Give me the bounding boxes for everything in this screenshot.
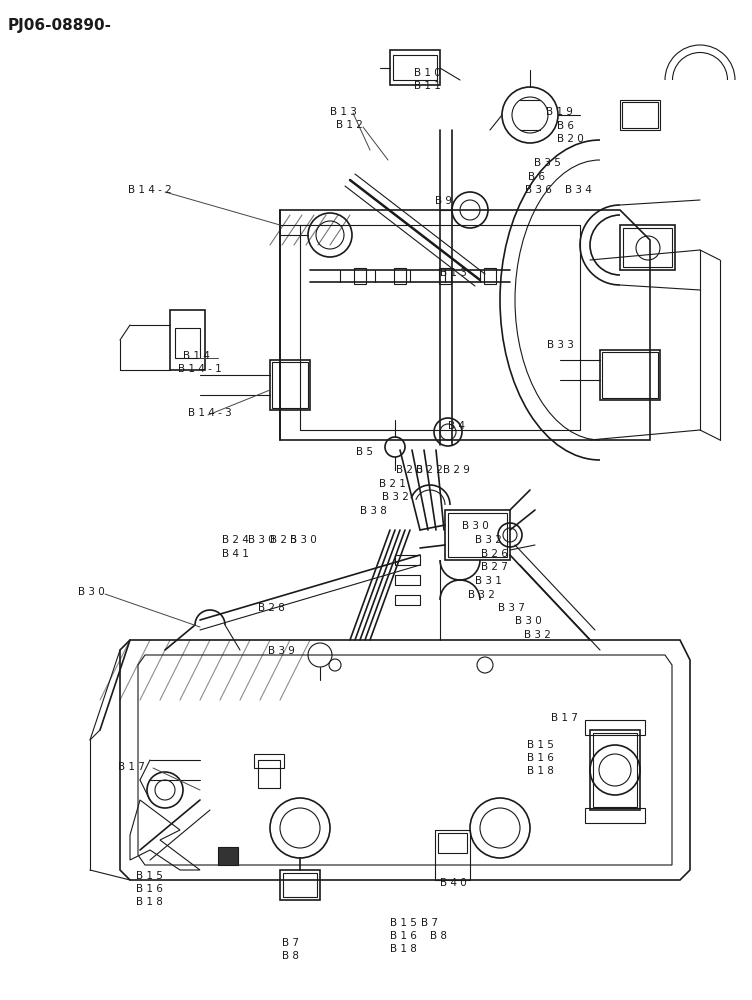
Text: B 3 2: B 3 2 [382, 492, 409, 502]
Bar [393, 55, 437, 80]
Bar [602, 352, 658, 398]
Bar [170, 310, 205, 370]
Bar [395, 575, 420, 585]
Bar [395, 555, 420, 565]
Text: B 9: B 9 [435, 196, 452, 206]
Text: B 3 4: B 3 4 [565, 185, 592, 195]
Bar [585, 720, 645, 735]
Text: B 1 1: B 1 1 [414, 81, 441, 91]
Text: B 3 3: B 3 3 [547, 340, 574, 350]
Text: B 3 0: B 3 0 [248, 535, 274, 545]
Bar [445, 510, 510, 560]
Text: B 2 9: B 2 9 [443, 465, 470, 475]
Text: B 6: B 6 [557, 121, 574, 131]
Bar [395, 595, 420, 605]
Bar [354, 268, 366, 284]
Bar [175, 328, 200, 358]
Bar [435, 830, 470, 880]
Text: B 2 4: B 2 4 [222, 535, 249, 545]
Bar [600, 350, 660, 400]
Text: B 2 6: B 2 6 [481, 549, 508, 559]
Bar [438, 833, 467, 853]
Text: B 4 0: B 4 0 [440, 878, 467, 888]
Text: B 1 8: B 1 8 [390, 944, 417, 954]
Bar [585, 808, 645, 823]
Text: B 2 8: B 2 8 [258, 603, 285, 613]
Text: B 1 8: B 1 8 [527, 766, 554, 776]
Text: PJ06-08890-: PJ06-08890- [8, 18, 112, 33]
Text: B 2 7: B 2 7 [481, 562, 508, 572]
Bar [484, 268, 496, 284]
Bar [622, 102, 658, 128]
Text: B 3 0: B 3 0 [462, 521, 489, 531]
Text: B 4 1: B 4 1 [222, 549, 249, 559]
Bar [590, 730, 640, 810]
Text: B 1 8: B 1 8 [136, 897, 163, 907]
Text: B 3 2: B 3 2 [468, 590, 495, 600]
Text: B 3 5: B 3 5 [534, 158, 561, 168]
Text: B 1 0: B 1 0 [414, 68, 441, 78]
Text: B 1 9: B 1 9 [546, 107, 573, 117]
Bar [620, 225, 675, 270]
Bar [390, 50, 440, 85]
Text: B 3 0: B 3 0 [515, 616, 541, 626]
Bar [394, 268, 406, 284]
Text: B 4: B 4 [448, 421, 465, 431]
Text: B 1 7: B 1 7 [551, 713, 578, 723]
Text: B 6: B 6 [528, 172, 545, 182]
Text: B 1 6: B 1 6 [136, 884, 163, 894]
Text: B 3 9: B 3 9 [268, 646, 295, 656]
Text: B 2 2: B 2 2 [416, 465, 443, 475]
Text: B 2 1: B 2 1 [379, 479, 406, 489]
Text: B 1 4 - 2: B 1 4 - 2 [128, 185, 171, 195]
Text: B 1 6: B 1 6 [527, 753, 554, 763]
Text: B 3 0: B 3 0 [78, 587, 105, 597]
Text: B 3 1: B 3 1 [475, 576, 502, 586]
Bar [270, 360, 310, 410]
Bar [258, 760, 280, 788]
Text: B 3 2: B 3 2 [475, 535, 502, 545]
Text: B 3 8: B 3 8 [360, 506, 387, 516]
Text: B 1 4 - 1: B 1 4 - 1 [178, 364, 222, 374]
Bar [254, 754, 284, 768]
Text: B 3 0: B 3 0 [290, 535, 317, 545]
Text: B 7: B 7 [282, 938, 299, 948]
Text: B 1 2: B 1 2 [336, 120, 363, 130]
Text: B 1 5: B 1 5 [136, 871, 163, 881]
Text: B 1 3: B 1 3 [330, 107, 357, 117]
Text: B 3 2: B 3 2 [524, 630, 551, 640]
Text: B 2 5: B 2 5 [270, 535, 297, 545]
Text: B 1 4: B 1 4 [183, 351, 210, 361]
Text: B 1 3: B 1 3 [440, 268, 467, 278]
Text: B 7: B 7 [421, 918, 438, 928]
Bar [620, 100, 660, 130]
Text: B 1 5: B 1 5 [527, 740, 554, 750]
Text: B 2 0: B 2 0 [557, 134, 584, 144]
Bar [218, 847, 238, 865]
Bar [623, 228, 672, 267]
Text: B 8: B 8 [282, 951, 299, 961]
Text: B 1 7: B 1 7 [118, 762, 145, 772]
Bar [280, 870, 320, 900]
Text: B 3 7: B 3 7 [498, 603, 525, 613]
Text: B 5: B 5 [356, 447, 373, 457]
Bar [272, 362, 308, 408]
Text: B 8: B 8 [430, 931, 447, 941]
Text: B 1 4 - 3: B 1 4 - 3 [188, 408, 232, 418]
Bar [593, 733, 637, 807]
Text: B 1 6: B 1 6 [390, 931, 417, 941]
Text: B 3 6: B 3 6 [525, 185, 552, 195]
Text: B 2 0: B 2 0 [396, 465, 423, 475]
Text: B 1 5: B 1 5 [390, 918, 417, 928]
Bar [439, 268, 451, 284]
Bar [448, 513, 507, 557]
Bar [283, 873, 317, 897]
